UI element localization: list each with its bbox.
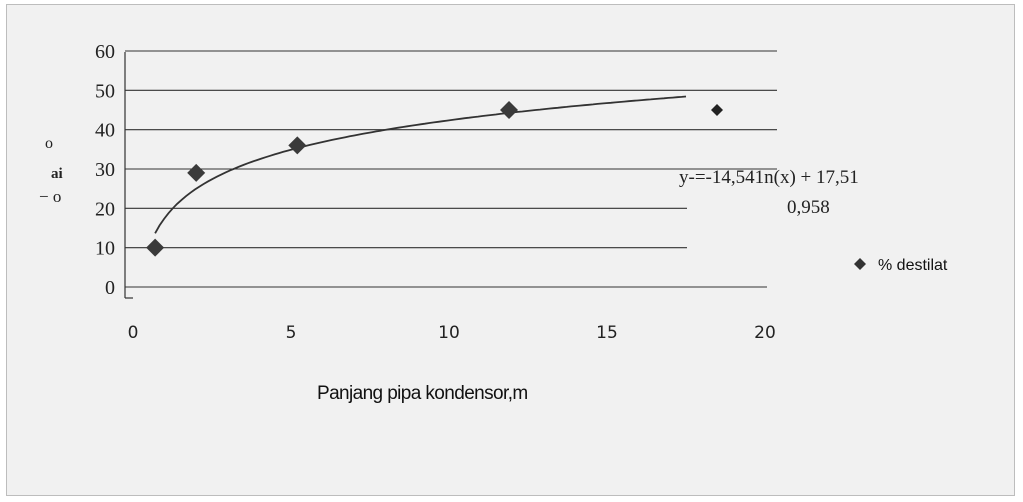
axes [124,52,133,299]
y-axis-label-fragment-3: − o [39,187,61,206]
y-tick-label: 50 [95,80,115,102]
extra-diamond-marker [711,104,723,116]
data-point-diamond [187,163,206,182]
x-tick-label: 10 [438,323,460,343]
data-points [146,101,723,257]
y-tick-label: 30 [95,159,115,181]
y-tick-label: 40 [95,120,115,142]
x-tick-labels: 0 5 10 15 20 [128,323,776,343]
legend: % destilat [854,257,948,274]
trendline-equation: y-=-14,541n(x) + 17,51 [679,167,859,188]
x-tick-label: 20 [754,323,776,343]
r-squared-label: 0,958 [787,197,830,218]
y-tick-label: 20 [95,198,115,220]
legend-marker-icon [854,258,866,270]
data-point-diamond [500,101,519,119]
data-point-diamond [288,136,307,155]
legend-label: % destilat [878,257,948,274]
y-tick-label: 0 [105,277,115,299]
y-tick-labels: 0 10 20 30 40 50 60 [95,41,115,299]
y-axis-label-fragment-2: ai [51,166,63,182]
trendline [154,95,687,234]
y-tick-label: 10 [95,238,115,260]
x-tick-label: 0 [128,323,139,343]
x-axis-title: Panjang pipa kondensor,m [317,383,528,404]
x-tick-label: 5 [286,323,297,343]
y-axis-label: o ai − o [39,135,63,206]
x-tick-label: 15 [596,323,618,343]
y-axis-label-fragment-1: o [45,135,53,152]
chart-frame: 0 10 20 30 40 50 60 0 5 10 15 20 y-=-14,541n(x) + … [6,4,1015,496]
data-point-diamond [146,238,165,257]
scatter-chart: 0 10 20 30 40 50 60 0 5 10 15 20 y-=-14,541n(x) + … [39,41,948,404]
y-tick-label: 60 [95,41,115,63]
